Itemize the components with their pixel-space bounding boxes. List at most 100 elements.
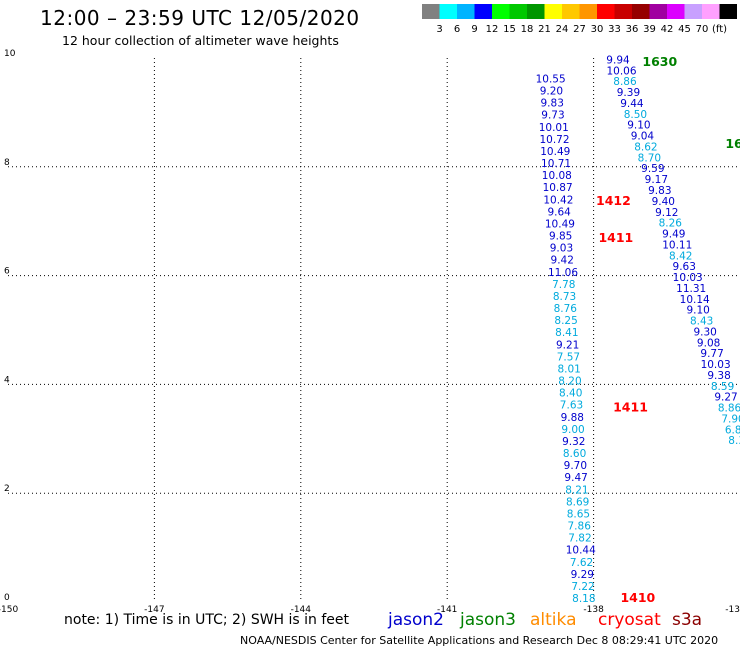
wave-height-value: 8.86: [718, 403, 740, 415]
wave-height-value: 8.70: [638, 152, 661, 164]
color-scale-label: 70: [696, 24, 709, 35]
color-scale-label: (ft): [712, 24, 727, 35]
wave-height-value: 9.77: [700, 348, 723, 360]
wave-height-value: 8.41: [555, 327, 578, 339]
color-swatch: [649, 4, 667, 19]
color-swatch: [579, 4, 597, 19]
color-scale-label: 9: [471, 24, 477, 35]
wave-height-value: 9.27: [714, 392, 737, 404]
color-scale-label: 21: [538, 24, 551, 35]
color-scale-label: 12: [486, 24, 499, 35]
wave-height-value: 8.62: [634, 141, 657, 153]
wave-height-value: 8.01: [557, 363, 580, 375]
wave-height-value: 11.06: [548, 267, 578, 279]
color-swatch: [702, 4, 720, 19]
grid-lines: [8, 58, 740, 602]
wave-height-value: 7.78: [552, 279, 575, 291]
wave-height-value: 8.40: [559, 388, 582, 400]
wave-height-value: 7.86: [568, 521, 592, 533]
color-scale-label: 42: [661, 24, 674, 35]
wave-height-value: 9.88: [561, 412, 584, 424]
wave-height-value: 6.88: [725, 424, 740, 436]
wave-height-value: 9.03: [550, 243, 573, 255]
color-scale-label: 39: [643, 24, 656, 35]
wave-height-value: 8.69: [566, 496, 589, 508]
satellite-legend-jason2: jason2: [388, 610, 444, 630]
color-scale-label: 45: [678, 24, 691, 35]
wave-height-value: 8.25: [554, 315, 577, 327]
color-scale-label: 36: [626, 24, 639, 35]
wave-height-value: 9.21: [556, 339, 579, 351]
wave-height-value: 8.86: [613, 76, 637, 88]
wave-height-value: 9.20: [540, 86, 563, 98]
color-scale-label: 33: [608, 24, 621, 35]
wave-height-value: 9.70: [564, 460, 587, 472]
color-swatch: [544, 4, 562, 19]
wave-height-value: 8.65: [567, 508, 590, 520]
wave-height-value: 8.43: [690, 316, 713, 328]
x-tick-label: -150: [0, 605, 18, 615]
wave-height-value: 8.50: [624, 109, 647, 121]
wave-height-value: 10.14: [680, 294, 710, 306]
wave-height-value: 9.64: [547, 206, 571, 218]
wave-height-value: 9.10: [627, 120, 650, 132]
y-tick-label: 0: [4, 593, 10, 603]
track-time-label: 1412: [596, 193, 631, 208]
color-swatch: [457, 4, 475, 19]
wave-height-value: 8.59: [711, 381, 734, 393]
wave-height-value: 7.57: [557, 351, 580, 363]
wave-height-value: 9.59: [641, 163, 664, 175]
wave-height-value: 10.49: [545, 218, 575, 230]
wave-height-value: 8.20: [558, 376, 581, 388]
track-time-label: 1630: [642, 54, 677, 69]
color-scale-label: 3: [436, 24, 442, 35]
color-swatch: [597, 4, 615, 19]
color-scale-label: 15: [503, 24, 516, 35]
chart-subtitle: 12 hour collection of altimeter wave hei…: [62, 33, 339, 48]
wave-height-value: 10.44: [566, 545, 596, 557]
wave-height-value: 9.04: [631, 131, 655, 143]
color-scale-label: 27: [573, 24, 586, 35]
track-time-label: 1411: [613, 400, 648, 415]
wave-height-value: 9.47: [564, 472, 587, 484]
color-scale-label: 6: [454, 24, 460, 35]
color-swatch: [562, 4, 580, 19]
wave-height-value: 8.26: [659, 218, 683, 230]
wave-height-value: 9.10: [686, 305, 709, 317]
color-swatch: [474, 4, 492, 19]
wave-height-value: 9.00: [561, 424, 584, 436]
wave-height-value: 8.30: [728, 435, 740, 447]
footer-credit: NOAA/NESDIS Center for Satellite Applica…: [240, 634, 719, 647]
color-swatch: [719, 4, 737, 19]
track-time-label: 1410: [620, 590, 655, 605]
wave-height-value: 10.87: [543, 182, 573, 194]
wave-height-value: 7.22: [571, 581, 594, 593]
y-tick-label: 6: [4, 267, 10, 277]
color-swatch: [439, 4, 457, 19]
wave-height-value: 8.18: [572, 593, 595, 605]
wave-height-value: 10.55: [536, 73, 566, 85]
satellite-legend-altika: altika: [530, 610, 577, 630]
wave-height-value: 10.72: [539, 134, 569, 146]
wave-height-value: 9.85: [549, 231, 572, 243]
wave-height-value: 10.08: [542, 170, 572, 182]
y-tick-label: 2: [4, 484, 10, 494]
wave-height-value: 10.71: [541, 158, 571, 170]
track-time-label: 1631: [725, 136, 740, 151]
x-tick-label: -13: [725, 605, 740, 615]
wave-height-value: 10.03: [701, 359, 731, 371]
wave-height-value: 9.12: [655, 207, 678, 219]
altimeter-track: 10.559.209.839.7310.0110.7210.4910.7110.…: [536, 73, 596, 605]
y-tick-label: 10: [4, 49, 16, 59]
wave-height-value: 10.49: [540, 146, 570, 158]
altimeter-track: 9.9410.068.869.399.448.509.109.048.628.7…: [606, 54, 740, 447]
color-swatch: [667, 4, 685, 19]
wave-height-value: 9.42: [551, 255, 574, 267]
wave-height-value: 7.63: [560, 400, 583, 412]
y-tick-label: 4: [4, 375, 10, 385]
wave-height-value: 11.31: [676, 283, 706, 295]
track-time-label: 1411: [598, 230, 633, 245]
wave-height-value: 10.03: [673, 272, 703, 284]
y-tick-label: 8: [4, 158, 10, 168]
